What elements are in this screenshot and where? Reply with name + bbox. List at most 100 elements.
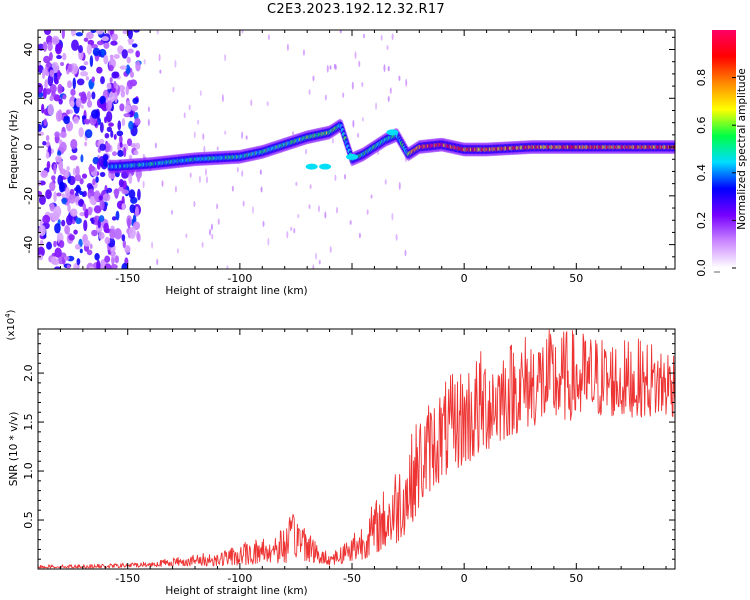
noise-speck (151, 241, 154, 249)
noise-speck (64, 186, 70, 199)
noise-speck (121, 262, 128, 269)
noise-speck (106, 82, 112, 90)
noise-speck (47, 103, 54, 116)
noise-speck (76, 78, 85, 86)
noise-speck (101, 36, 109, 42)
noise-speck (58, 139, 63, 145)
spectrogram-panel: -150 -100 0 50 -40 -20 0 20 40 Height of straight… (8, 29, 676, 297)
noise-speck (127, 30, 133, 40)
noise-speck (334, 64, 337, 71)
noise-speck (98, 195, 103, 201)
noise-speck (86, 249, 93, 256)
noise-speck (259, 169, 262, 175)
noise-speck (158, 53, 161, 62)
noise-speck (121, 203, 126, 210)
noise-speck (47, 41, 53, 52)
noise-speck (66, 264, 71, 269)
snr-x-tick-label: 50 (569, 572, 583, 585)
noise-speck (84, 141, 88, 147)
noise-speck (312, 264, 315, 269)
noise-speck (44, 79, 48, 91)
noise-speck (292, 131, 295, 136)
noise-speck (111, 33, 118, 41)
noise-speck (331, 137, 334, 144)
snr-panel: -150 -100 -50 0 50 0.5 1.0 1.5 2.0 Height of stra… (4, 309, 676, 597)
noise-speck (188, 104, 191, 111)
noise-speck (69, 155, 78, 161)
noise-speck (266, 101, 269, 107)
noise-speck (74, 173, 82, 182)
snr-series-line (38, 329, 675, 569)
noise-speck (56, 69, 61, 80)
noise-speck (142, 180, 145, 189)
noise-speck (99, 122, 104, 133)
snr-y-multiplier-exp: 4 (4, 313, 12, 318)
noise-speck (59, 131, 67, 139)
noise-speck (84, 129, 93, 139)
noise-speck (204, 168, 207, 176)
noise-speck (128, 120, 134, 130)
noise-speck (89, 55, 94, 68)
noise-speck (398, 182, 401, 191)
noise-speck (349, 220, 352, 225)
noise-speck (110, 263, 118, 269)
noise-speck (100, 76, 105, 85)
noise-speck (189, 172, 192, 178)
noise-speck (81, 173, 88, 179)
noise-speck (384, 178, 387, 185)
noise-speck (72, 167, 76, 176)
noise-speck (386, 45, 389, 50)
noise-speck (96, 30, 104, 35)
noise-speck (41, 68, 46, 80)
noise-speck (85, 31, 94, 40)
noise-speck (134, 206, 139, 217)
noise-speck (61, 193, 66, 199)
noise-speck (241, 131, 244, 139)
noise-speck (80, 70, 89, 77)
spectrogram-y-tick-label: 20 (22, 91, 35, 105)
noise-speck (391, 212, 394, 221)
noise-speck (99, 95, 106, 105)
noise-speck (66, 109, 70, 115)
noise-speck (61, 219, 66, 227)
colorbar-tick-label: 0.8 (695, 69, 708, 87)
noise-speck (125, 64, 131, 75)
noise-speck (86, 91, 92, 102)
noise-speck (57, 83, 63, 94)
noise-speck (363, 33, 366, 39)
noise-speck (88, 165, 95, 172)
noise-speck (111, 255, 115, 265)
noise-speck (85, 76, 90, 81)
noise-speck (156, 30, 159, 35)
noise-speck (202, 133, 205, 140)
noise-speck (53, 163, 57, 175)
noise-speck (120, 90, 126, 98)
noise-speck (387, 65, 390, 72)
noise-speck (206, 176, 209, 184)
noise-speck (104, 236, 111, 245)
noise-speck (317, 205, 320, 213)
noise-speck (66, 166, 70, 171)
noise-speck (75, 32, 84, 37)
snr-x-tick-label: -100 (227, 572, 252, 585)
noise-speck (93, 205, 102, 214)
noise-speck (42, 141, 47, 146)
noise-speck (51, 175, 56, 181)
noise-speck (119, 103, 125, 112)
noise-speck (383, 64, 386, 72)
noise-speck (404, 249, 407, 257)
noise-speck (70, 139, 78, 150)
noise-speck (210, 223, 213, 231)
noise-speck (88, 81, 94, 90)
noise-speck (69, 188, 75, 195)
noise-speck (125, 85, 129, 96)
spectrogram-y-tick-label: -40 (22, 236, 35, 254)
noise-speck (128, 189, 136, 199)
spectrogram-x-tick-label: 50 (569, 272, 583, 285)
noise-speck (250, 99, 253, 106)
noise-speck (81, 115, 87, 120)
noise-speck (290, 226, 293, 231)
noise-speck (55, 43, 62, 55)
noise-speck (82, 190, 87, 197)
noise-speck (54, 223, 61, 234)
